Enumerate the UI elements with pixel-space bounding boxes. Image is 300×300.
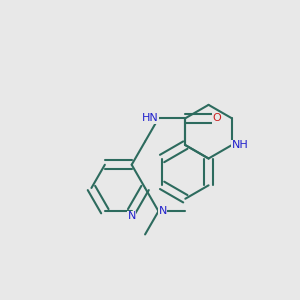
Text: N: N [158,206,167,216]
Text: O: O [212,113,221,123]
Text: HN: HN [142,113,158,123]
Text: N: N [128,211,136,221]
Text: NH: NH [232,140,248,150]
